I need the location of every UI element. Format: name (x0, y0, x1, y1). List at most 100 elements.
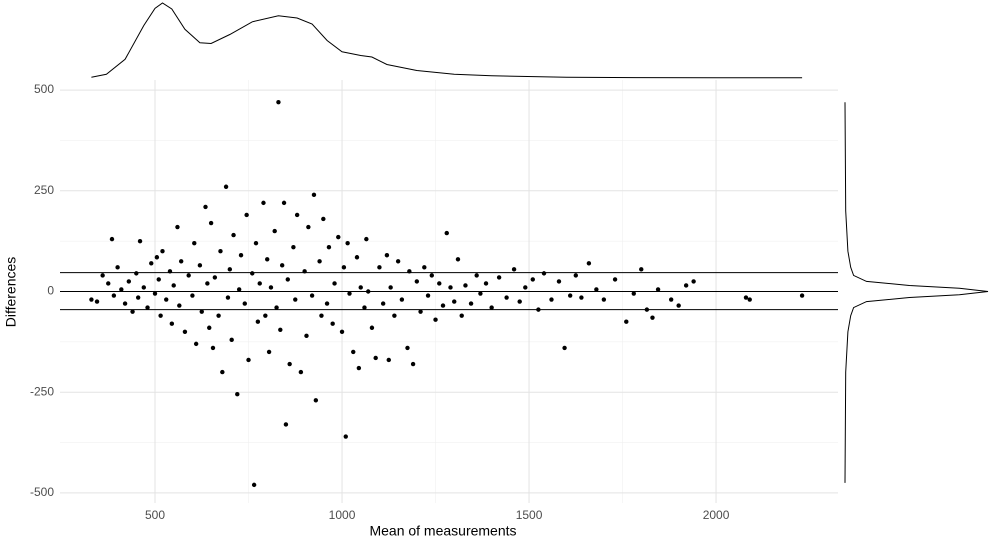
point (650, 315, 655, 320)
point (276, 99, 281, 105)
point (210, 345, 216, 351)
point (639, 267, 644, 272)
point (326, 244, 332, 250)
point (601, 297, 607, 302)
point (175, 224, 180, 230)
point (541, 271, 547, 276)
point (573, 273, 578, 278)
point (272, 228, 277, 234)
point (182, 329, 188, 334)
point (291, 244, 296, 250)
point (579, 295, 584, 300)
y-tick-label: -250 (30, 384, 54, 398)
point (410, 361, 416, 367)
point (429, 273, 434, 278)
point (229, 337, 234, 343)
point (190, 293, 195, 298)
point (279, 263, 285, 268)
point (452, 299, 457, 304)
point (478, 291, 483, 296)
point (268, 285, 274, 290)
point (440, 303, 446, 308)
point (130, 309, 135, 314)
point (274, 305, 279, 310)
point (287, 361, 292, 367)
point (422, 265, 427, 270)
point (177, 303, 182, 308)
point (373, 355, 378, 361)
point (747, 297, 752, 302)
point (523, 285, 528, 290)
point (227, 267, 233, 272)
point (437, 281, 442, 286)
point (134, 271, 139, 276)
point (257, 281, 262, 286)
point (586, 261, 592, 266)
point (250, 271, 255, 276)
point (392, 313, 397, 318)
point (655, 287, 661, 292)
point (154, 255, 160, 260)
point (285, 277, 290, 282)
point (218, 249, 223, 254)
point (160, 249, 165, 254)
point (377, 265, 382, 270)
point (468, 301, 474, 306)
point (631, 291, 636, 296)
point (339, 329, 345, 334)
point (152, 291, 158, 296)
point (369, 325, 375, 330)
point (294, 212, 300, 218)
point (386, 357, 391, 363)
point (414, 279, 420, 284)
point (567, 293, 573, 298)
point (463, 283, 468, 288)
y-tick-label: 500 (34, 82, 54, 96)
point (351, 349, 356, 355)
point (193, 341, 199, 347)
point (115, 265, 120, 270)
point (496, 275, 502, 280)
point (556, 279, 562, 284)
point (362, 305, 367, 310)
point (562, 345, 567, 351)
point (405, 345, 410, 351)
point (612, 277, 618, 282)
point (504, 295, 509, 300)
point (743, 295, 749, 300)
x-tick-label: 2000 (703, 508, 730, 522)
point (668, 297, 674, 302)
point (298, 369, 304, 375)
point (246, 357, 251, 363)
point (94, 299, 100, 304)
point (119, 287, 124, 292)
point (418, 309, 423, 314)
point (111, 293, 117, 298)
point (158, 313, 163, 318)
point (100, 273, 105, 278)
point (358, 285, 363, 290)
point (306, 224, 311, 230)
point (317, 259, 322, 264)
point (388, 285, 393, 290)
point (425, 293, 431, 298)
point (109, 236, 115, 242)
x-axis-label: Mean of measurements (369, 523, 516, 539)
point (319, 313, 324, 318)
point (321, 216, 326, 222)
point (263, 313, 268, 318)
point (549, 297, 554, 302)
point (691, 279, 696, 284)
point (231, 232, 236, 238)
point (164, 297, 169, 302)
point (89, 297, 94, 302)
point (347, 291, 352, 296)
point (343, 434, 348, 439)
point (106, 281, 111, 286)
point (311, 192, 317, 198)
point (203, 204, 208, 210)
point (594, 287, 599, 292)
x-tick-label: 500 (145, 508, 165, 522)
point (433, 317, 438, 322)
